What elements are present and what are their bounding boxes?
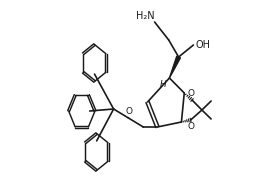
Text: H: H — [159, 80, 166, 89]
Polygon shape — [169, 56, 181, 78]
Text: OH: OH — [196, 40, 211, 50]
Text: O: O — [187, 89, 194, 98]
Text: H₂N: H₂N — [136, 11, 155, 21]
Text: O: O — [187, 122, 194, 131]
Text: O: O — [125, 107, 132, 116]
